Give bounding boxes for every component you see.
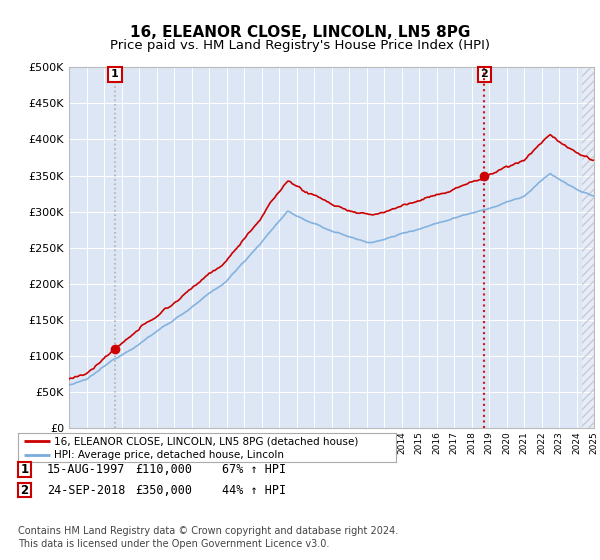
Text: 2: 2: [481, 69, 488, 80]
Text: £350,000: £350,000: [135, 483, 192, 497]
Text: 67% ↑ HPI: 67% ↑ HPI: [222, 463, 286, 476]
Text: 1: 1: [20, 463, 29, 476]
Text: HPI: Average price, detached house, Lincoln: HPI: Average price, detached house, Linc…: [54, 450, 284, 460]
Text: 16, ELEANOR CLOSE, LINCOLN, LN5 8PG: 16, ELEANOR CLOSE, LINCOLN, LN5 8PG: [130, 25, 470, 40]
Bar: [582, 67, 594, 428]
Bar: [582, 67, 594, 428]
Text: £110,000: £110,000: [135, 463, 192, 476]
Text: Contains HM Land Registry data © Crown copyright and database right 2024.: Contains HM Land Registry data © Crown c…: [18, 526, 398, 536]
Text: 44% ↑ HPI: 44% ↑ HPI: [222, 483, 286, 497]
Text: 24-SEP-2018: 24-SEP-2018: [47, 483, 125, 497]
Text: 15-AUG-1997: 15-AUG-1997: [47, 463, 125, 476]
Text: 2: 2: [20, 483, 29, 497]
Text: 16, ELEANOR CLOSE, LINCOLN, LN5 8PG (detached house): 16, ELEANOR CLOSE, LINCOLN, LN5 8PG (det…: [54, 436, 358, 446]
Text: This data is licensed under the Open Government Licence v3.0.: This data is licensed under the Open Gov…: [18, 539, 329, 549]
Text: 1: 1: [111, 69, 119, 80]
Text: Price paid vs. HM Land Registry's House Price Index (HPI): Price paid vs. HM Land Registry's House …: [110, 39, 490, 52]
